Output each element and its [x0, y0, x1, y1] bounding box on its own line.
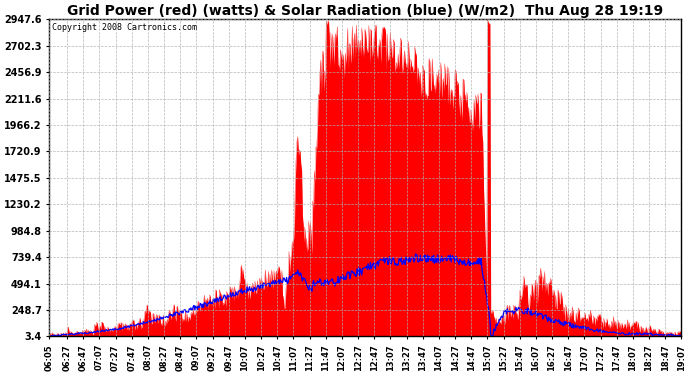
Title: Grid Power (red) (watts) & Solar Radiation (blue) (W/m2)  Thu Aug 28 19:19: Grid Power (red) (watts) & Solar Radiati… [67, 4, 663, 18]
Text: Copyright 2008 Cartronics.com: Copyright 2008 Cartronics.com [52, 22, 197, 32]
